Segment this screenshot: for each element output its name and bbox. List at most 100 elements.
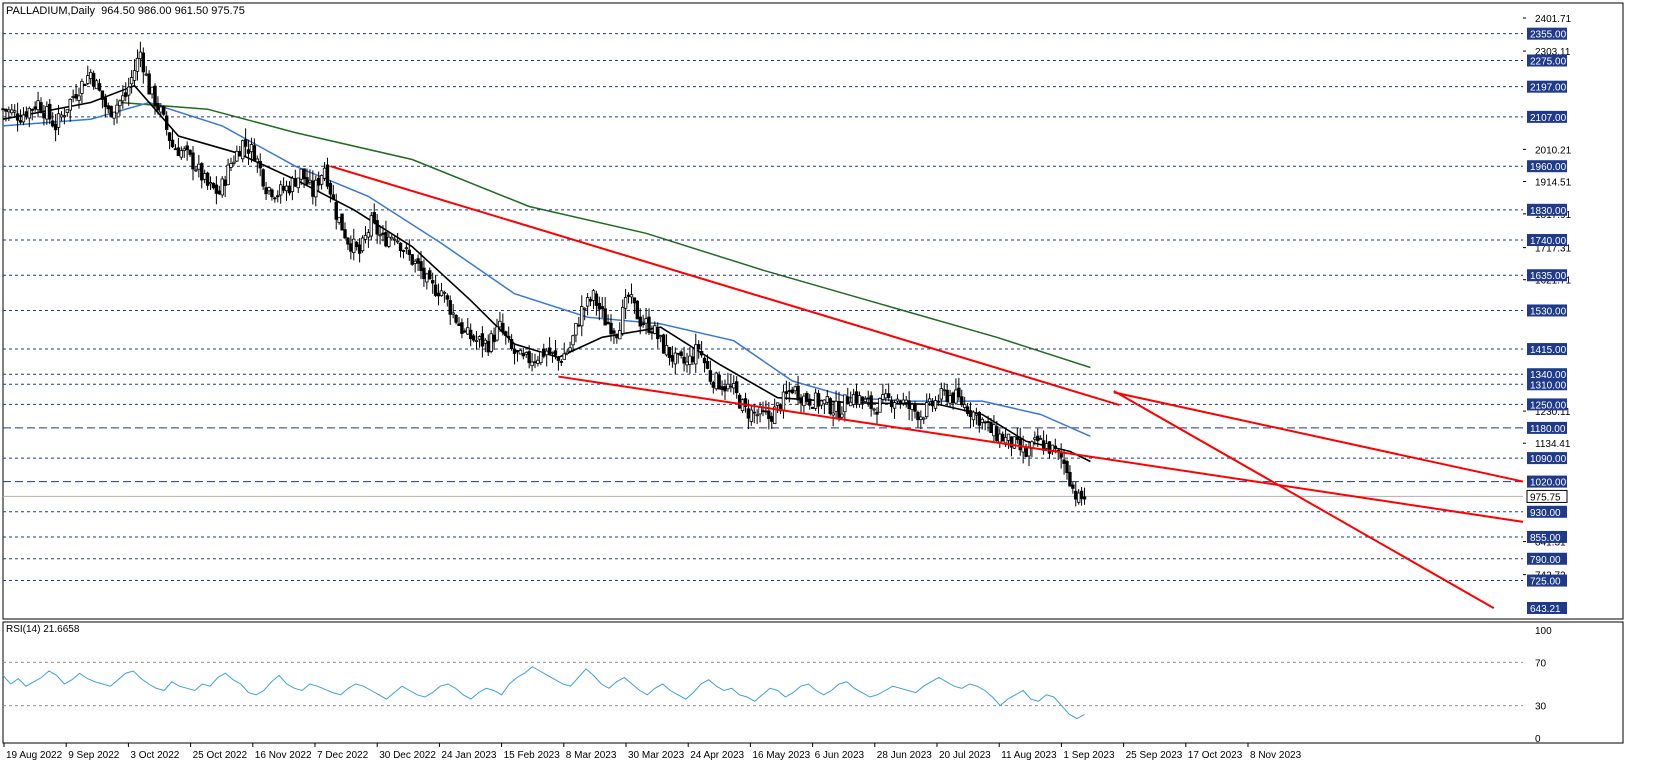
candle-body xyxy=(419,261,423,272)
candle-body xyxy=(945,389,949,403)
candle-body xyxy=(980,418,984,423)
candle-body xyxy=(635,300,640,320)
candle-body xyxy=(793,386,797,392)
trendline xyxy=(558,375,1524,523)
candle-body xyxy=(854,391,859,404)
candle-body xyxy=(267,187,271,192)
price-level-label: 1740.00 xyxy=(1530,236,1567,247)
rsi-tick-label: 30 xyxy=(1535,702,1547,713)
candle-body xyxy=(679,351,683,357)
candle-body xyxy=(691,356,695,363)
time-tick-label: 7 Dec 2022 xyxy=(317,750,369,761)
candle-body xyxy=(164,115,169,130)
price-plot-frame xyxy=(2,2,1624,620)
candle-body xyxy=(36,100,40,111)
candle-body xyxy=(512,348,517,354)
time-tick-label: 9 Sep 2022 xyxy=(68,750,120,761)
candle-body xyxy=(942,389,946,392)
time-tick-label: 17 Oct 2023 xyxy=(1188,750,1243,761)
trendline xyxy=(1113,391,1524,483)
candle-body xyxy=(998,433,1002,443)
candle-body xyxy=(846,396,850,405)
candle-body xyxy=(454,315,458,323)
candle-body xyxy=(413,260,417,264)
price-level-tag xyxy=(1527,452,1567,465)
candle-body xyxy=(302,168,306,180)
candle-body xyxy=(249,144,254,153)
candle-body xyxy=(758,407,762,415)
candle-body xyxy=(647,316,651,333)
candle-body xyxy=(118,100,122,107)
candle-body xyxy=(667,346,672,358)
price-level-label: 1020.00 xyxy=(1530,478,1567,489)
candle-body xyxy=(600,306,604,310)
candle-body xyxy=(726,383,730,390)
candle-body xyxy=(211,182,216,189)
candle-body xyxy=(553,350,558,356)
candle-body xyxy=(214,184,219,194)
candle-body xyxy=(688,355,692,366)
price-level-label: 725.00 xyxy=(1530,577,1561,588)
candle-body xyxy=(340,213,344,231)
time-tick-label: 30 Mar 2023 xyxy=(628,750,685,761)
candle-body xyxy=(834,400,838,412)
candle-body xyxy=(851,394,856,405)
price-axis: 2401.712303.112010.211914.511817.911717.… xyxy=(1523,14,1572,615)
candle-body xyxy=(281,186,286,191)
candle-body xyxy=(18,120,23,123)
candle-body xyxy=(954,389,958,404)
candle-body xyxy=(65,109,70,113)
candle-body xyxy=(530,361,534,367)
candle-body xyxy=(653,325,657,334)
time-tick-label: 6 Jun 2023 xyxy=(815,750,865,761)
candle-body xyxy=(670,355,675,362)
candle-body xyxy=(147,73,151,95)
candle-body xyxy=(822,399,827,405)
candle-body xyxy=(392,238,397,241)
candle-body xyxy=(699,351,704,356)
candle-body xyxy=(170,139,175,148)
candle-body xyxy=(588,298,593,302)
candle-body xyxy=(878,397,882,413)
candle-body xyxy=(606,321,610,325)
candle-body xyxy=(463,330,467,333)
time-tick-label: 3 Oct 2022 xyxy=(130,750,179,761)
candle-body xyxy=(840,413,844,418)
candle-body xyxy=(50,120,55,127)
candle-body xyxy=(983,421,987,424)
candle-body xyxy=(539,351,543,364)
candle-body xyxy=(88,71,93,79)
candle-body xyxy=(194,169,198,172)
candle-body xyxy=(349,243,353,252)
price-tick-label: 1717.31 xyxy=(1535,244,1572,255)
candle-body xyxy=(857,395,862,405)
price-tick-label: 1914.51 xyxy=(1535,177,1572,188)
candle-body xyxy=(407,249,412,255)
candle-body xyxy=(205,172,210,186)
candle-body xyxy=(948,395,952,404)
candle-body xyxy=(188,149,192,155)
candle-body xyxy=(457,323,461,327)
candle-body xyxy=(109,105,113,118)
candle-body xyxy=(594,293,599,306)
candle-body xyxy=(933,400,938,409)
time-tick-label: 30 Dec 2022 xyxy=(379,750,436,761)
price-level-label: 1310.00 xyxy=(1530,380,1567,391)
candle-body xyxy=(960,396,964,406)
candle-body xyxy=(524,352,528,355)
price-level-tag xyxy=(1527,269,1567,282)
candle-body xyxy=(799,397,803,404)
candle-body xyxy=(135,57,140,72)
candle-body xyxy=(121,95,125,102)
candle-body xyxy=(951,392,955,404)
candle-body xyxy=(27,107,32,119)
candle-body xyxy=(509,338,514,350)
candle-body xyxy=(904,399,908,403)
price-level-tag xyxy=(1527,160,1567,173)
price-level-label: 855.00 xyxy=(1530,533,1561,544)
candle-body xyxy=(62,115,67,118)
candle-body xyxy=(501,322,505,333)
candle-body xyxy=(831,412,835,416)
candle-body xyxy=(10,109,14,114)
